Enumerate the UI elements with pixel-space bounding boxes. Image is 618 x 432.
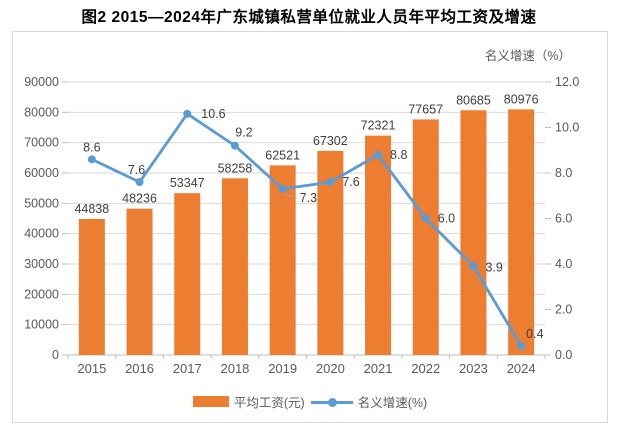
line-value-label: 7.6 xyxy=(342,175,359,189)
line-marker xyxy=(135,178,144,187)
x-axis-label: 2018 xyxy=(220,361,249,376)
legend-label-wage: 平均工资(元) xyxy=(233,396,305,410)
line-value-label: 7.3 xyxy=(300,191,317,205)
bar-value-label: 53347 xyxy=(170,176,205,190)
bar-2023 xyxy=(460,110,487,356)
bar-2016 xyxy=(126,208,153,355)
line-value-label: 8.6 xyxy=(83,140,100,154)
left-axis-tick-label: 10000 xyxy=(24,318,59,332)
bar-value-label: 67302 xyxy=(313,134,348,148)
line-value-label: 9.2 xyxy=(235,126,252,140)
bar-value-label: 80976 xyxy=(504,92,539,106)
line-value-label: 3.9 xyxy=(485,260,502,274)
x-axis-label: 2023 xyxy=(459,361,488,376)
left-axis-tick-label: 60000 xyxy=(24,166,59,180)
secondary-axis-title: 名义增速（%） xyxy=(484,49,571,63)
line-value-label: 0.4 xyxy=(526,327,543,341)
line-marker xyxy=(421,214,430,223)
bar-value-label: 62521 xyxy=(265,148,300,162)
bar-2019 xyxy=(269,165,296,355)
chart-legend: 平均工资(元) 名义增速(%) xyxy=(13,392,607,411)
x-axis-label: 2021 xyxy=(364,361,393,376)
chart-title: 图2 2015—2024年广东城镇私营单位就业人员年平均工资及增速 xyxy=(81,9,537,26)
right-axis-tick-label: 6.0 xyxy=(555,212,572,226)
left-axis-tick-label: 70000 xyxy=(24,136,59,150)
x-axis-label: 2015 xyxy=(77,361,106,376)
right-axis-tick-label: 2.0 xyxy=(555,303,572,317)
left-axis-tick-label: 90000 xyxy=(24,75,59,89)
x-axis-label: 2022 xyxy=(411,361,440,376)
line-marker xyxy=(326,178,335,187)
bar-series-swatch-icon xyxy=(192,396,229,407)
line-value-label: 8.8 xyxy=(390,148,407,162)
x-axis-label: 2017 xyxy=(173,361,202,376)
line-marker xyxy=(87,155,96,164)
bar-value-label: 72321 xyxy=(361,119,396,133)
line-value-label: 10.6 xyxy=(201,107,225,121)
bar-2021 xyxy=(365,135,392,355)
legend-label-growth: 名义增速(%) xyxy=(357,396,428,410)
line-marker xyxy=(278,184,287,193)
line-marker xyxy=(517,341,526,350)
right-axis-tick-label: 0.0 xyxy=(555,348,572,362)
bar-value-label: 58258 xyxy=(218,161,253,175)
legend-item-wage: 平均工资(元) xyxy=(192,392,305,411)
right-axis-tick-label: 4.0 xyxy=(555,257,572,271)
line-marker xyxy=(469,262,478,271)
line-marker xyxy=(230,141,239,150)
x-axis-label: 2024 xyxy=(507,361,536,376)
chart-plot-container: 名义增速（%） 0 10000 20000 30000 40000 50000 60000 7… xyxy=(12,31,608,423)
chart-svg: 0 10000 20000 30000 40000 50000 60000 70000 8000… xyxy=(24,75,579,376)
bar-value-label: 48236 xyxy=(122,192,157,206)
left-axis-tick-label: 80000 xyxy=(24,105,59,119)
line-marker xyxy=(374,150,383,159)
growth-line xyxy=(90,112,523,348)
left-axis-tick-label: 30000 xyxy=(24,257,59,271)
left-axis-tick-label: 20000 xyxy=(24,287,59,301)
line-series-swatch-icon xyxy=(310,396,353,408)
left-axis-tick-label: 50000 xyxy=(24,196,59,210)
label-leader-line xyxy=(284,193,297,199)
bar-2017 xyxy=(174,193,201,355)
line-value-label: 6.0 xyxy=(438,212,455,226)
x-axis-label: 2019 xyxy=(268,361,297,376)
line-marker xyxy=(183,109,192,118)
bar-value-label: 77657 xyxy=(408,102,443,116)
left-axis-tick-label: 40000 xyxy=(24,227,59,241)
bar-value-label: 80685 xyxy=(456,93,491,107)
line-value-label: 7.6 xyxy=(128,163,145,177)
bar-2015 xyxy=(78,218,105,355)
bar-2024 xyxy=(508,109,535,355)
x-axis-label: 2016 xyxy=(125,361,154,376)
bar-2022 xyxy=(412,119,439,355)
bar-value-label: 44838 xyxy=(74,202,109,216)
legend-item-growth: 名义增速(%) xyxy=(310,392,428,411)
right-axis-tick-label: 8.0 xyxy=(555,166,572,180)
x-axis-label: 2020 xyxy=(316,361,345,376)
right-axis-tick-label: 12.0 xyxy=(555,75,579,89)
right-axis-tick-label: 10.0 xyxy=(555,121,579,135)
left-axis-tick-label: 0 xyxy=(52,348,59,362)
bar-2018 xyxy=(221,178,248,355)
